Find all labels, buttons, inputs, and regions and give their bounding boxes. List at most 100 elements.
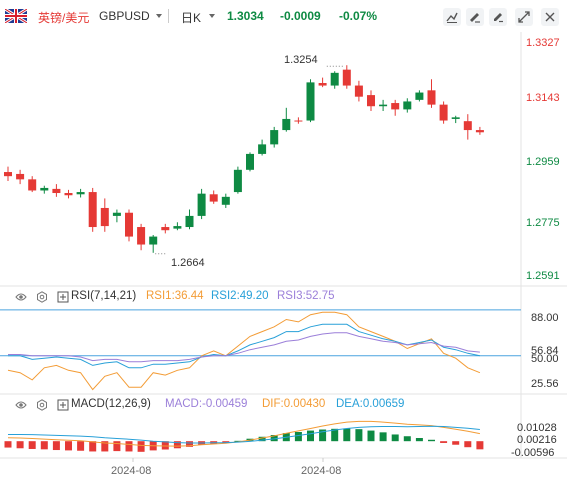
price-change-pct: -0.07% [339, 9, 378, 23]
rsi-series-line [8, 323, 481, 369]
last-price: 1.3034 [227, 9, 264, 23]
candle-body [379, 104, 388, 107]
settings-icon[interactable] [36, 291, 48, 303]
candles-layer [4, 65, 484, 255]
rsi-tick-label: 88.00 [531, 312, 559, 324]
macd-histogram-bar [476, 441, 484, 450]
rsi2-value: RSI2:49.20 [211, 290, 269, 302]
candle-body [282, 118, 291, 131]
delete-drawing-icon[interactable] [466, 8, 484, 26]
candle-body [367, 95, 375, 107]
macd-tick-label: 0.01028 [517, 422, 557, 434]
pen-icon[interactable] [489, 8, 507, 26]
candle-body [475, 130, 484, 133]
candle-body [258, 144, 267, 154]
rsi3-value: RSI3:52.75 [277, 290, 335, 302]
macd-histogram-bar [234, 440, 242, 442]
chart-header: 英镑/美元 GBPUSD 日K 1.3034 -0.0009 -0.07% [0, 0, 567, 32]
macd-histogram-bar [137, 441, 145, 452]
candle-body [197, 193, 206, 216]
macd-histogram-bar [452, 441, 460, 445]
candle-body [40, 187, 49, 191]
candle-body [294, 120, 303, 122]
macd-histogram-bar [391, 434, 399, 442]
macd-histogram-bar [4, 441, 12, 448]
rsi1-value: RSI1:36.44 [146, 290, 204, 302]
macd-histogram-bar [173, 441, 181, 449]
y-tick-label: 1.2591 [526, 270, 560, 282]
candle-body [451, 117, 460, 119]
candle-body [427, 90, 436, 105]
macd-value: MACD:-0.00459 [165, 398, 248, 410]
candle-body [76, 192, 85, 195]
candle-body [270, 130, 279, 145]
settings-icon[interactable] [36, 399, 48, 411]
candle-body [52, 188, 61, 194]
period-selector[interactable]: 日K [181, 11, 202, 25]
macd-histogram-bar [355, 429, 363, 442]
macd-histogram-bar [270, 435, 278, 442]
macd-tick-label: 0.00216 [517, 434, 557, 446]
eye-icon[interactable] [15, 291, 27, 303]
macd-histogram-bar [428, 439, 435, 442]
y-tick-label: 1.2775 [526, 217, 560, 229]
rsi-tick-label: 25.56 [531, 378, 559, 390]
candle-body [4, 172, 12, 177]
candle-body [342, 69, 351, 86]
candle-body [391, 103, 400, 110]
candle-body [439, 104, 448, 121]
symbol-name-cn: 英镑/美元 [38, 11, 90, 25]
macd-tick-label: -0.00596 [511, 447, 554, 459]
macd-histogram-bar [186, 441, 193, 447]
candle-body [88, 192, 97, 228]
y-tick-label: 1.2959 [526, 156, 560, 168]
candle-body [64, 193, 73, 196]
candle-body [149, 236, 158, 245]
chevron-down-icon[interactable] [156, 14, 162, 18]
rsi-indicator-name[interactable]: RSI(7,14,21) [71, 290, 137, 302]
macd-histogram-bar [415, 438, 423, 442]
candle-body [221, 196, 230, 205]
x-tick-label: 2024-08 [301, 465, 341, 477]
candle-body [112, 212, 121, 216]
candle-body [161, 227, 170, 231]
candle-body [137, 227, 146, 245]
eye-icon[interactable] [15, 399, 27, 411]
symbol-selector[interactable]: GBPUSD [99, 9, 150, 23]
chevron-down-icon[interactable] [209, 14, 215, 18]
candle-body [306, 82, 315, 121]
candle-body [209, 194, 218, 202]
macd-indicator-name[interactable]: MACD(12,26,9) [71, 398, 151, 410]
macd-series-line [8, 425, 480, 444]
macd-histogram-bar [222, 441, 230, 443]
rsi-series-line [8, 332, 480, 363]
draw-icon[interactable] [443, 8, 461, 26]
macd-histogram-bar [258, 436, 266, 442]
candle-body [16, 173, 25, 180]
y-tick-label: 1.3327 [526, 37, 560, 49]
candle-body [318, 83, 327, 86]
macd-histogram-bar [89, 441, 97, 452]
candle-body [415, 92, 424, 100]
macd-histogram-bar [319, 429, 327, 442]
x-tick-label: 2024-08 [111, 465, 151, 477]
high-annotation: 1.3254 [284, 54, 318, 66]
macd-layer [4, 420, 484, 452]
candle-body [100, 207, 109, 227]
macd-histogram-bar [113, 441, 121, 452]
axis-layer [132, 458, 324, 462]
rsi-series-line [7, 311, 481, 391]
indicator-toggle-icon[interactable] [57, 291, 69, 303]
low-annotation: 1.2664 [171, 257, 205, 269]
macd-histogram-bar [52, 441, 60, 451]
close-icon[interactable] [541, 8, 559, 26]
indicator-toggle-icon[interactable] [57, 399, 69, 411]
divider [168, 9, 169, 23]
uk-flag-icon [5, 9, 27, 23]
fullscreen-icon[interactable] [515, 8, 533, 26]
candle-body [403, 101, 412, 110]
macd-histogram-bar [343, 428, 351, 442]
candle-body [330, 72, 339, 86]
macd-histogram-bar [307, 430, 314, 442]
